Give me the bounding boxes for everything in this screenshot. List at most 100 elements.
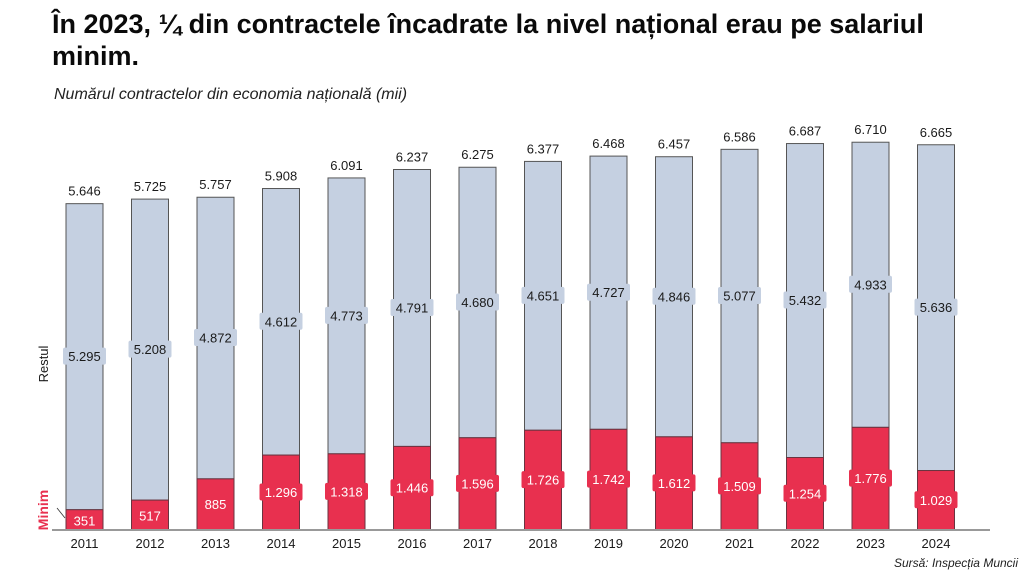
x-tick-label: 2017 — [463, 536, 492, 551]
data-label-total: 6.586 — [723, 129, 756, 144]
data-label-minim-bg — [521, 471, 565, 489]
bar-group-2016: 4.791 1.446 6.237 — [390, 150, 434, 531]
data-label-restul: 4.612 — [265, 314, 298, 329]
data-label-total: 6.665 — [920, 125, 953, 140]
source-note: Sursă: Inspecția Muncii — [893, 556, 1018, 570]
data-label-minim-bg — [201, 495, 230, 513]
data-label-restul: 4.773 — [330, 308, 363, 323]
bar-group-2023: 4.933 1.776 6.710 — [849, 122, 892, 531]
data-label-minim: 1.318 — [330, 484, 363, 499]
bar-group-2021: 5.077 1.509 6.586 — [718, 129, 761, 531]
data-label-minim-bg — [135, 507, 165, 525]
data-label-minim-bg — [390, 479, 434, 497]
data-label-minim-bg — [325, 482, 368, 500]
bar-group-2022: 5.432 1.254 6.687 — [783, 124, 827, 531]
data-label-total: 6.468 — [592, 136, 625, 151]
data-label-restul: 4.680 — [461, 295, 494, 310]
data-label-restul: 4.791 — [396, 300, 429, 315]
data-label-minim-bg — [587, 470, 630, 488]
data-label-restul: 5.432 — [789, 293, 822, 308]
x-tick-label: 2016 — [398, 536, 427, 551]
bar-group-2014: 4.612 1.296 5.908 — [259, 169, 303, 531]
data-label-restul-bg — [914, 298, 958, 316]
data-label-restul-bg — [587, 283, 630, 301]
data-label-restul-bg — [325, 306, 368, 324]
data-label-minim: 517 — [139, 509, 161, 524]
data-label-total: 6.377 — [527, 141, 560, 156]
data-label-minim: 1.612 — [658, 476, 691, 491]
bar-group-2015: 4.773 1.318 6.091 — [325, 158, 368, 531]
data-label-restul-bg — [456, 293, 499, 311]
data-label-minim-bg — [70, 511, 99, 529]
data-label-minim: 885 — [205, 497, 227, 512]
data-label-total: 6.091 — [330, 158, 363, 173]
x-tick-label: 2024 — [922, 536, 951, 551]
data-label-restul: 5.208 — [134, 342, 167, 357]
x-tick-label: 2011 — [71, 536, 99, 551]
data-label-restul-bg — [128, 340, 172, 358]
data-label-total: 6.687 — [789, 124, 822, 139]
x-tick-label: 2021 — [725, 536, 754, 551]
bar-group-2011: 5.295 351 5.646 — [63, 184, 106, 531]
legend-label-minim: Minim — [35, 490, 51, 530]
legend-label-restul: Restul — [36, 345, 51, 382]
data-label-minim: 351 — [74, 513, 96, 528]
data-label-minim: 1.254 — [789, 486, 822, 501]
data-label-minim: 1.726 — [527, 473, 560, 488]
data-label-total: 5.646 — [68, 184, 101, 199]
data-label-restul: 4.651 — [527, 288, 560, 303]
x-tick-label: 2019 — [594, 536, 623, 551]
x-tick-label: 2014 — [267, 536, 296, 551]
data-label-restul-bg — [63, 347, 106, 365]
data-label-restul-bg — [194, 329, 237, 347]
x-tick-label: 2012 — [136, 536, 165, 551]
data-label-minim: 1.446 — [396, 481, 429, 496]
data-label-restul: 5.295 — [68, 349, 101, 364]
data-label-minim-bg — [914, 491, 958, 509]
data-label-minim-bg — [849, 469, 892, 487]
x-tick-label: 2013 — [201, 536, 230, 551]
x-axis-ticks: 2011 2012 2013 2014 2015 2016 2017 2018 2019 2020… — [71, 536, 951, 551]
data-label-total: 5.908 — [265, 169, 298, 184]
bar-group-2020: 4.846 1.612 6.457 — [652, 137, 696, 531]
data-label-minim-bg — [456, 474, 499, 492]
bar-group-2013: 4.872 885 5.757 — [194, 177, 237, 531]
data-label-restul-bg — [390, 298, 434, 316]
data-label-minim: 1.776 — [854, 471, 887, 486]
bar-group-2017: 4.680 1.596 6.275 — [456, 147, 499, 531]
data-label-minim: 1.296 — [265, 485, 298, 500]
x-tick-label: 2015 — [332, 536, 361, 551]
bar-group-2019: 4.727 1.742 6.468 — [587, 136, 630, 531]
bar-group-2018: 4.651 1.726 6.377 — [521, 141, 565, 531]
data-label-restul-bg — [718, 287, 761, 305]
data-label-minim: 1.509 — [723, 479, 756, 494]
data-label-minim-bg — [783, 484, 827, 502]
data-label-minim: 1.742 — [592, 472, 625, 487]
data-label-restul: 5.636 — [920, 300, 953, 315]
data-label-restul-bg — [849, 275, 892, 293]
x-tick-label: 2020 — [660, 536, 689, 551]
data-label-total: 6.237 — [396, 150, 429, 165]
legend-minim-leader-line — [56, 507, 66, 519]
data-label-total: 5.725 — [134, 179, 167, 194]
data-label-restul: 4.727 — [592, 285, 625, 300]
data-label-minim-bg — [718, 477, 761, 495]
chart-subtitle: Numărul contractelor din economia națion… — [54, 86, 408, 103]
data-label-minim-bg — [259, 483, 303, 501]
data-label-minim: 1.029 — [920, 493, 953, 508]
data-label-restul-bg — [652, 287, 696, 305]
chart-title: În 2023, ¼ din contractele încadrate la … — [52, 9, 924, 71]
data-label-total: 6.457 — [658, 137, 691, 152]
x-tick-label: 2022 — [791, 536, 820, 551]
bar-group-2024: 5.636 1.029 6.665 — [914, 125, 958, 531]
data-label-minim-bg — [652, 474, 696, 492]
bar-group-2012: 5.208 517 5.725 — [128, 179, 172, 531]
data-label-restul: 4.872 — [199, 331, 232, 346]
data-label-restul-bg — [521, 286, 565, 304]
x-tick-label: 2018 — [529, 536, 558, 551]
data-label-restul: 4.846 — [658, 289, 691, 304]
data-label-total: 6.710 — [854, 122, 887, 137]
data-label-restul: 4.933 — [854, 277, 887, 292]
data-label-restul-bg — [783, 291, 827, 309]
